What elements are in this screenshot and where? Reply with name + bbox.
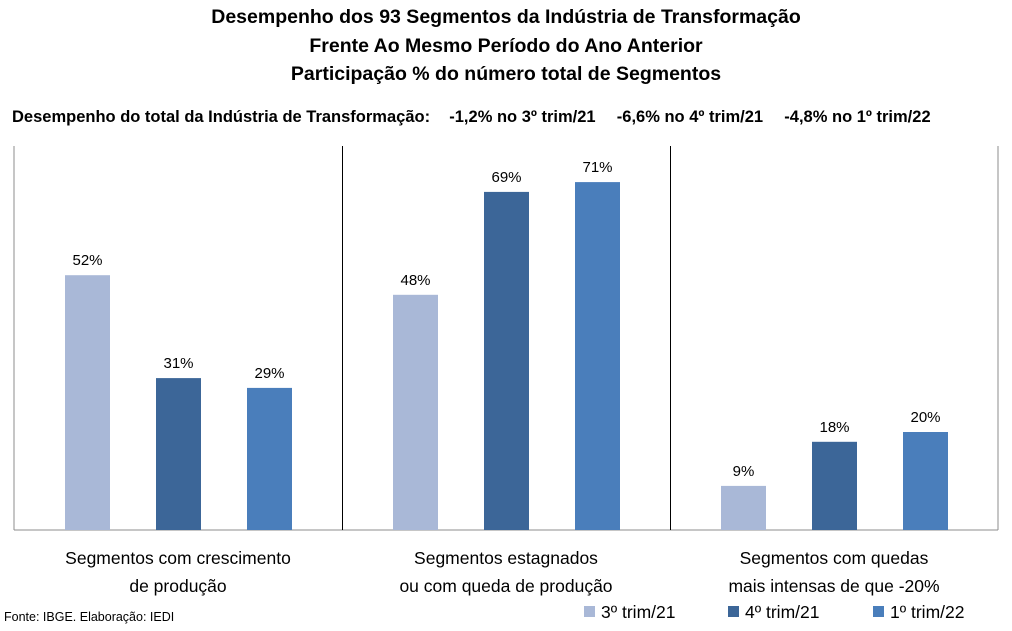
data-label: 29% (254, 365, 284, 382)
category-label: Segmentos com quedas (740, 548, 929, 568)
source-note: Fonte: IBGE. Elaboração: IEDI (4, 610, 175, 624)
data-label: 9% (733, 463, 755, 480)
subtitle-item-q3-21: -1,2% no 3º trim/21 (449, 108, 596, 126)
bar (812, 441, 857, 530)
chart-title-line-3: Participação % do número total de Segmen… (290, 63, 722, 85)
legend-swatch (728, 606, 739, 617)
category-label: de produção (129, 576, 226, 596)
category-label: Segmentos estagnados (414, 548, 598, 568)
data-label: 71% (582, 159, 612, 176)
bar (903, 432, 948, 530)
chart-subtitle: Desempenho do total da Indústria de Tran… (12, 108, 931, 127)
bar (484, 191, 529, 530)
legend-swatch (584, 606, 595, 617)
bar (156, 378, 201, 530)
bar (721, 485, 766, 530)
chart-title-line-2: Frente Ao Mesmo Período do Ano Anterior (309, 35, 703, 57)
data-label: 20% (910, 409, 940, 426)
data-label: 52% (72, 252, 102, 269)
category-label: mais intensas de que -20% (728, 576, 939, 596)
legend-swatch (873, 606, 884, 617)
category-label: ou com queda de produção (399, 576, 612, 596)
data-label: 48% (400, 272, 430, 289)
legend-label: 4º trim/21 (745, 602, 819, 622)
subtitle-item-q1-22: -4,8% no 1º trim/22 (784, 108, 931, 126)
bar (247, 387, 292, 530)
bar (393, 294, 438, 530)
subtitle-item-q4-21: -6,6% no 4º trim/21 (616, 108, 764, 126)
data-label: 31% (163, 355, 193, 372)
bar (575, 182, 620, 530)
subtitle-lead: Desempenho do total da Indústria de Tran… (12, 108, 431, 126)
legend-label: 1º trim/22 (890, 602, 964, 622)
bar (65, 275, 110, 530)
category-label: Segmentos com crescimento (65, 548, 291, 568)
chart-title-line-1: Desempenho dos 93 Segmentos da Indústria… (211, 6, 801, 28)
legend-label: 3º trim/21 (601, 602, 675, 622)
data-label: 69% (491, 169, 521, 186)
data-label: 18% (819, 419, 849, 436)
